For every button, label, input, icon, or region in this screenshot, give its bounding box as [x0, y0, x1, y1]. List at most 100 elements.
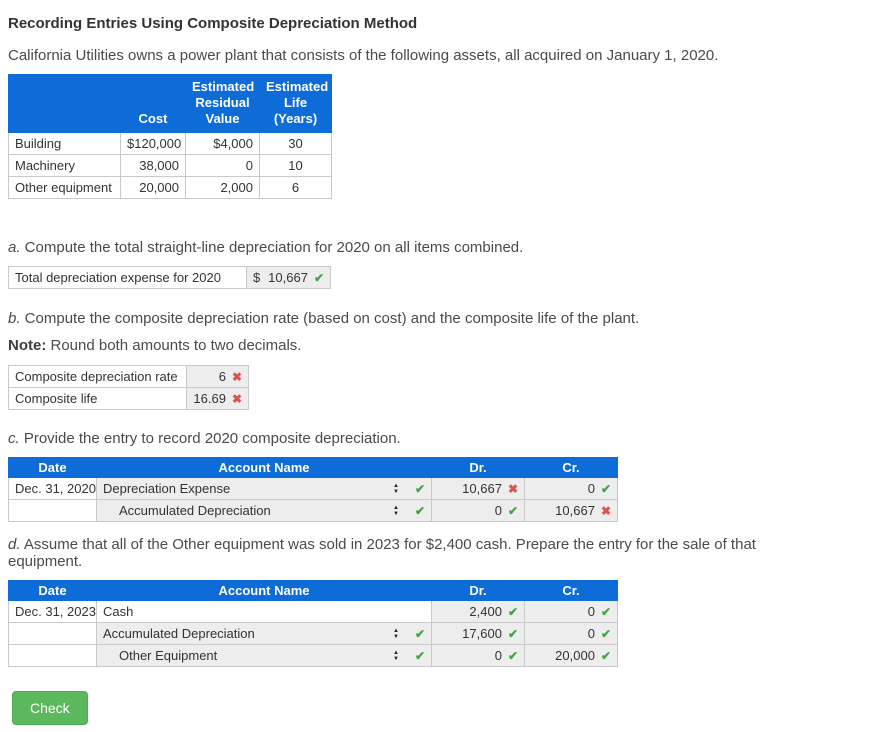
journal-header-cr: Cr. [524, 580, 618, 601]
asset-residual: 0 [185, 154, 260, 177]
answer-value: 16.69 [193, 391, 226, 406]
asset-life: 10 [259, 154, 332, 177]
journal-header-dr: Dr. [431, 580, 525, 601]
journal-header-dr: Dr. [431, 457, 525, 478]
journal-header-cr: Cr. [524, 457, 618, 478]
dr-value: 2,400 [469, 604, 502, 619]
select-arrows-icon: ▲ ▼ [392, 504, 399, 517]
account-select[interactable]: Accumulated Depreciation ▲ ▼ ✔ [96, 499, 432, 522]
assets-header-row: Cost Estimated Residual Value Estimated … [8, 74, 332, 133]
cr-input[interactable]: 0 ✔ [524, 600, 618, 623]
date-cell[interactable]: Dec. 31, 2020 [8, 477, 97, 500]
cr-value: 0 [587, 481, 595, 496]
table-row: Composite life 16.69 ✖ [8, 387, 249, 410]
journal-header-date: Date [8, 580, 97, 601]
grade-mark-icon: ✔ [600, 481, 611, 496]
grade-mark-icon: ✔ [600, 626, 611, 641]
asset-cost: $120,000 [120, 132, 186, 155]
section-c-marker: c. [8, 430, 20, 447]
assets-header-blank [8, 74, 121, 133]
table-row: Machinery 38,000 0 10 [8, 154, 332, 177]
grade-mark-icon: ✔ [600, 604, 611, 619]
table-row: Building $120,000 $4,000 30 [8, 132, 332, 155]
grade-mark-icon: ✔ [507, 503, 518, 518]
journal-header-row: Date Account Name Dr. Cr. [8, 580, 618, 601]
page-title: Recording Entries Using Composite Deprec… [8, 15, 418, 32]
answer-value: 6 [218, 369, 226, 384]
grade-mark-icon: ✔ [414, 648, 425, 663]
table-row: Composite depreciation rate 6 ✖ [8, 365, 249, 388]
account-select[interactable]: Accumulated Depreciation ▲ ▼ ✔ [96, 622, 432, 645]
assets-table: Cost Estimated Residual Value Estimated … [8, 74, 332, 199]
asset-cost: 38,000 [120, 154, 186, 177]
date-cell[interactable]: Dec. 31, 2023 [8, 600, 97, 623]
assets-header-cost: Cost [120, 74, 186, 133]
account-select[interactable]: Depreciation Expense ▲ ▼ ✔ [96, 477, 432, 500]
account-text-input[interactable]: Cash [96, 600, 432, 623]
dr-input[interactable]: 0 ✔ [431, 499, 525, 522]
cr-input[interactable]: 20,000 ✔ [524, 644, 618, 667]
asset-cost: 20,000 [120, 176, 186, 199]
cr-input[interactable]: 0 ✔ [524, 477, 618, 500]
account-name: Accumulated Depreciation [103, 626, 255, 641]
grade-mark-icon: ✔ [600, 648, 611, 663]
account-name: Depreciation Expense [103, 481, 231, 496]
dr-input[interactable]: 2,400 ✔ [431, 600, 525, 623]
section-b-heading: b. Compute the composite depreciation ra… [8, 310, 640, 327]
journal-header-account: Account Name [96, 580, 432, 601]
depreciation-expense-input[interactable]: $ 10,667 ✔ [246, 266, 331, 289]
table-row: Total depreciation expense for 2020 $ 10… [8, 266, 331, 289]
journal-header-account: Account Name [96, 457, 432, 478]
section-c-heading: c. Provide the entry to record 2020 comp… [8, 430, 401, 447]
account-name: Cash [103, 604, 134, 619]
answer-label: Composite depreciation rate [8, 365, 187, 388]
journal-header-row: Date Account Name Dr. Cr. [8, 457, 618, 478]
composite-rate-input[interactable]: 6 ✖ [186, 365, 249, 388]
select-arrows-icon: ▲ ▼ [392, 627, 399, 640]
cr-value: 0 [587, 626, 595, 641]
date-cell[interactable] [8, 622, 97, 645]
asset-residual: 2,000 [185, 176, 260, 199]
asset-name: Machinery [8, 154, 121, 177]
cr-input[interactable]: 0 ✔ [524, 622, 618, 645]
section-b-answer-table: Composite depreciation rate 6 ✖ Composit… [8, 365, 249, 410]
section-a-heading: a. Compute the total straight-line depre… [8, 239, 524, 256]
section-d-marker: d. [8, 536, 21, 553]
journal-table-d: Date Account Name Dr. Cr. Dec. 31, 2023 … [8, 580, 618, 667]
account-select[interactable]: Other Equipment ▲ ▼ ✔ [96, 644, 432, 667]
currency-symbol: $ [253, 270, 261, 285]
asset-residual: $4,000 [185, 132, 260, 155]
section-d-heading: d. Assume that all of the Other equipmen… [8, 536, 756, 570]
cr-input[interactable]: 10,667 ✖ [524, 499, 618, 522]
grade-mark-icon: ✖ [600, 503, 611, 518]
asset-name: Other equipment [8, 176, 121, 199]
section-b-marker: b. [8, 310, 21, 327]
cr-value: 20,000 [555, 648, 595, 663]
grade-mark-icon: ✔ [414, 626, 425, 641]
journal-row: Other Equipment ▲ ▼ ✔ 0 ✔ 20,000 ✔ [8, 644, 618, 667]
dr-value: 10,667 [462, 481, 502, 496]
account-name: Accumulated Depreciation [119, 503, 271, 518]
date-cell[interactable] [8, 499, 97, 522]
dr-value: 0 [494, 648, 502, 663]
dr-input[interactable]: 17,600 ✔ [431, 622, 525, 645]
check-button[interactable]: Check [12, 691, 88, 725]
section-a-marker: a. [8, 239, 21, 256]
asset-life: 6 [259, 176, 332, 199]
intro-text: California Utilities owns a power plant … [8, 47, 719, 64]
section-b-note: Note: Round both amounts to two decimals… [8, 337, 302, 354]
date-cell[interactable] [8, 644, 97, 667]
dr-value: 0 [494, 503, 502, 518]
note-label: Note: [8, 337, 47, 354]
composite-life-input[interactable]: 16.69 ✖ [186, 387, 249, 410]
grade-mark-icon: ✔ [313, 270, 324, 285]
cr-value: 10,667 [555, 503, 595, 518]
grade-mark-icon: ✔ [414, 503, 425, 518]
select-arrows-icon: ▲ ▼ [392, 649, 399, 662]
dr-input[interactable]: 0 ✔ [431, 644, 525, 667]
answer-label: Composite life [8, 387, 187, 410]
table-row: Other equipment 20,000 2,000 6 [8, 176, 332, 199]
dr-input[interactable]: 10,667 ✖ [431, 477, 525, 500]
journal-row: Accumulated Depreciation ▲ ▼ ✔ 17,600 ✔ 0 ✔ [8, 622, 618, 645]
